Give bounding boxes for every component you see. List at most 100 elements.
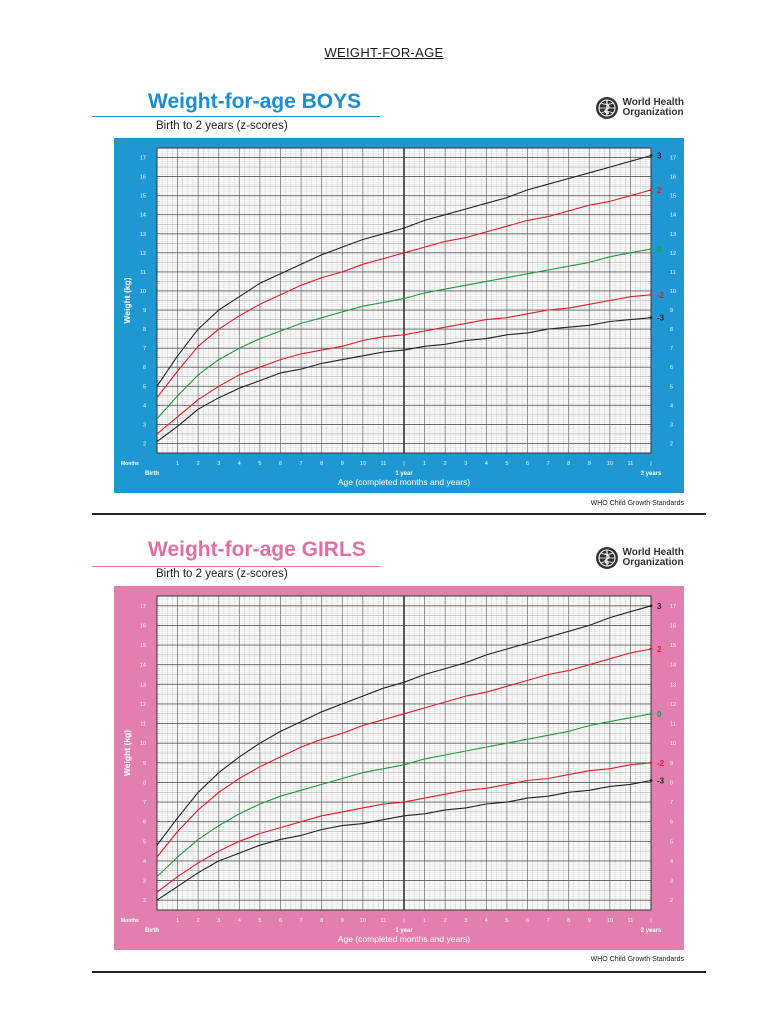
y-tick-label-right: 11 <box>670 270 676 276</box>
x-tick-label: 6 <box>279 461 282 467</box>
y-tick-label-right: 3 <box>670 422 673 428</box>
who-logo: World Health Organization <box>595 546 684 570</box>
y-tick-label-left: 10 <box>140 289 146 295</box>
y-tick-label-left: 13 <box>140 232 146 238</box>
y-tick-label-left: 7 <box>143 346 146 352</box>
x-tick-label: 10 <box>360 461 366 467</box>
series-label-z-3: -3 <box>657 314 665 323</box>
y-tick-label-right: 3 <box>670 879 673 885</box>
x-tick-label: 1 <box>176 461 179 467</box>
y-tick-label-left: 3 <box>143 879 146 885</box>
who-emblem-icon <box>595 547 618 569</box>
x-tick-label: 2 <box>444 918 447 924</box>
x-tick-label: 9 <box>588 461 591 467</box>
y-tick-label-right: 15 <box>670 643 676 649</box>
x-tick-label: Birth <box>145 471 159 477</box>
x-tick-mark: | <box>403 918 404 924</box>
series-line-z2 <box>156 189 652 399</box>
boys-title-rule <box>92 116 380 117</box>
y-tick-label-left: 6 <box>143 365 146 371</box>
x-tick-label: 6 <box>526 918 529 924</box>
series-end-point <box>649 779 653 782</box>
y-tick-label-right: 11 <box>670 722 676 728</box>
who-name: World Health Organization <box>623 98 684 118</box>
plot-border <box>156 147 652 454</box>
y-tick-label-right: 7 <box>670 346 673 352</box>
x-tick-label: 9 <box>341 918 344 924</box>
page-title: WEIGHT-FOR-AGE <box>324 45 444 60</box>
y-tick-label-right: 17 <box>670 156 676 162</box>
girls-divider <box>92 971 706 973</box>
x-tick-label: 7 <box>300 461 303 467</box>
y-axis-label: Weight (kg) <box>122 730 132 776</box>
x-tick-label: Birth <box>145 928 159 934</box>
y-tick-label-left: 14 <box>140 213 146 219</box>
y-tick-label-left: 8 <box>143 327 146 333</box>
x-tick-label: 2 years <box>641 471 662 477</box>
x-tick-label: 7 <box>547 918 550 924</box>
y-tick-label-left: 11 <box>140 722 146 728</box>
who-name: World Health Organization <box>623 548 684 568</box>
y-tick-label-right: 4 <box>670 859 673 865</box>
x-tick-label: 8 <box>320 461 323 467</box>
y-tick-label-left: 3 <box>143 422 146 428</box>
x-tick-mark: | <box>650 461 651 467</box>
who-name-line1: World Health <box>622 547 684 558</box>
x-axis-label: Age (completed months and years) <box>338 934 470 944</box>
y-tick-label-left: 7 <box>143 800 146 806</box>
who-name-line1: World Health <box>622 97 684 108</box>
plot-border <box>156 595 652 911</box>
y-tick-label-left: 15 <box>140 643 146 649</box>
y-tick-label-right: 10 <box>670 289 676 295</box>
x-tick-label: 3 <box>464 918 467 924</box>
x-tick-label: 5 <box>505 918 508 924</box>
y-tick-label-right: 6 <box>670 365 673 371</box>
x-tick-label: 4 <box>485 918 488 924</box>
x-tick-mark: | <box>650 918 651 924</box>
who-name-line2: Organization <box>622 557 684 568</box>
series-end-point <box>649 247 653 251</box>
y-tick-label-left: 4 <box>143 403 146 409</box>
y-tick-label-right: 17 <box>670 604 676 610</box>
x-axis-label: Age (completed months and years) <box>338 477 470 487</box>
series-label-z0: 0 <box>657 710 662 719</box>
series-line-z-2 <box>156 294 652 435</box>
series-end-point <box>649 604 653 608</box>
x-tick-label: 4 <box>238 918 241 924</box>
y-tick-label-left: 17 <box>140 156 146 162</box>
x-tick-label: 7 <box>300 918 303 924</box>
y-tick-label-left: 10 <box>140 741 146 747</box>
boys-section: Weight-for-age BOYS Birth to 2 years (z-… <box>92 84 706 524</box>
boys-chart-subtitle: Birth to 2 years (z-scores) <box>156 120 288 132</box>
y-tick-label-left: 9 <box>143 308 146 314</box>
x-tick-label: 1 <box>423 918 426 924</box>
y-tick-label-right: 10 <box>670 741 676 747</box>
y-tick-label-right: 12 <box>670 251 676 257</box>
x-tick-label: 10 <box>607 918 613 924</box>
x-tick-label: 5 <box>258 918 261 924</box>
x-tick-label: 10 <box>360 918 366 924</box>
months-label: Months <box>121 918 139 924</box>
x-tick-label: 1 year <box>395 928 413 934</box>
y-tick-label-left: 11 <box>140 270 146 276</box>
series-line-z-2 <box>156 762 652 893</box>
y-tick-label-left: 12 <box>140 702 146 708</box>
girls-chart-title: Weight-for-age GIRLS <box>148 538 366 561</box>
y-tick-label-right: 4 <box>670 403 673 409</box>
x-tick-label: 4 <box>485 461 488 467</box>
y-tick-label-right: 14 <box>670 663 676 669</box>
girls-section: Weight-for-age GIRLS Birth to 2 years (z… <box>92 534 706 974</box>
y-tick-label-right: 8 <box>670 780 673 786</box>
y-tick-label-left: 17 <box>140 604 146 610</box>
girls-footer: WHO Child Growth Standards <box>590 956 684 963</box>
x-tick-label: 1 <box>423 461 426 467</box>
who-emblem-icon <box>595 97 618 119</box>
girls-title-rule <box>92 566 380 567</box>
x-tick-label: 4 <box>238 461 241 467</box>
series-label-z3: 3 <box>657 602 662 611</box>
x-tick-label: 3 <box>217 461 220 467</box>
x-tick-label: 2 <box>444 461 447 467</box>
x-tick-label: 5 <box>258 461 261 467</box>
x-tick-label: 2 <box>197 461 200 467</box>
boys-footer: WHO Child Growth Standards <box>590 500 684 507</box>
